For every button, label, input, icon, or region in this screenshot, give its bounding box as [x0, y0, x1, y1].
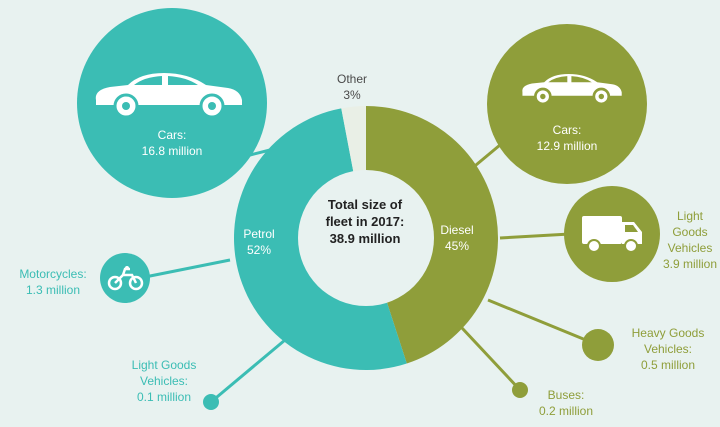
- connector-diesel-buses: [460, 326, 522, 392]
- bubble-petrol-motorcycles: [100, 253, 150, 303]
- petrol-share: 52%: [246, 243, 272, 257]
- bubble-diesel-cars: [487, 24, 647, 184]
- buses-category: Buses:: [547, 388, 585, 402]
- connector-diesel-lgv: [499, 232, 571, 240]
- diesel-lgv-category-1: Light: [676, 209, 704, 223]
- diesel-lgv-category-2: Goods: [672, 225, 708, 239]
- other-name: Other: [336, 72, 367, 86]
- van-icon: [582, 216, 642, 253]
- petrol-cars-category: Cars:: [157, 128, 187, 142]
- car-icon: [95, 73, 243, 119]
- motorcycles-label: Motorcycles: 1.3 million: [10, 266, 96, 298]
- connector-diesel-hgv: [487, 298, 599, 347]
- car-icon: [522, 74, 622, 106]
- diesel-cars-label: Cars: 12.9 million: [517, 122, 617, 154]
- hgv-value: 0.5 million: [640, 358, 696, 372]
- petrol-lgv-category-2: Vehicles:: [139, 374, 189, 388]
- diesel-cars-value: 12.9 million: [536, 139, 598, 153]
- hgv-category-2: Vehicles:: [643, 342, 693, 356]
- hgv-category-1: Heavy Goods: [631, 326, 705, 340]
- diesel-lgv-category-3: Vehicles: [667, 241, 713, 255]
- motorcycles-value: 1.3 million: [25, 283, 81, 297]
- center-line-3: 38.9 million: [329, 231, 401, 246]
- buses-value: 0.2 million: [538, 404, 594, 418]
- center-line-2: fleet in 2017:: [325, 214, 405, 229]
- petrol-cars-label: Cars: 16.8 million: [112, 127, 232, 159]
- petrol-name: Petrol: [243, 227, 275, 241]
- bubble-petrol-lgv: [203, 394, 219, 410]
- center-total: Total size of fleet in 2017: 38.9 millio…: [300, 196, 430, 247]
- petrol-label: Petrol 52%: [234, 226, 284, 258]
- donut-hole: [298, 170, 434, 306]
- petrol-lgv-value: 0.1 million: [136, 390, 192, 404]
- diesel-lgv-value: 3.9 million: [662, 257, 718, 271]
- buses-label: Buses: 0.2 million: [526, 387, 606, 419]
- motorcycle-icon: [107, 266, 144, 291]
- petrol-lgv-category-1: Light Goods: [131, 358, 197, 372]
- petrol-lgv-label: Light Goods Vehicles: 0.1 million: [116, 357, 212, 405]
- center-line-1: Total size of: [327, 197, 403, 212]
- hgv-label: Heavy Goods Vehicles: 0.5 million: [620, 325, 716, 373]
- connector-petrol-lgv: [210, 338, 286, 404]
- diesel-name: Diesel: [440, 223, 474, 237]
- diesel-lgv-label: Light Goods Vehicles 3.9 million: [662, 208, 718, 272]
- diesel-label: Diesel 45%: [432, 222, 482, 254]
- other-label: Other 3%: [327, 71, 377, 103]
- bubble-diesel-buses: [512, 382, 528, 398]
- connector-petrol-motorcycles: [144, 258, 231, 279]
- petrol-cars-value: 16.8 million: [141, 144, 203, 158]
- connector-petrol-cars: [249, 148, 271, 157]
- motorcycles-category: Motorcycles:: [19, 267, 87, 281]
- diesel-share: 45%: [444, 239, 470, 253]
- diesel-cars-category: Cars:: [552, 123, 582, 137]
- bubble-diesel-hgv: [582, 329, 614, 361]
- other-share: 3%: [343, 88, 361, 102]
